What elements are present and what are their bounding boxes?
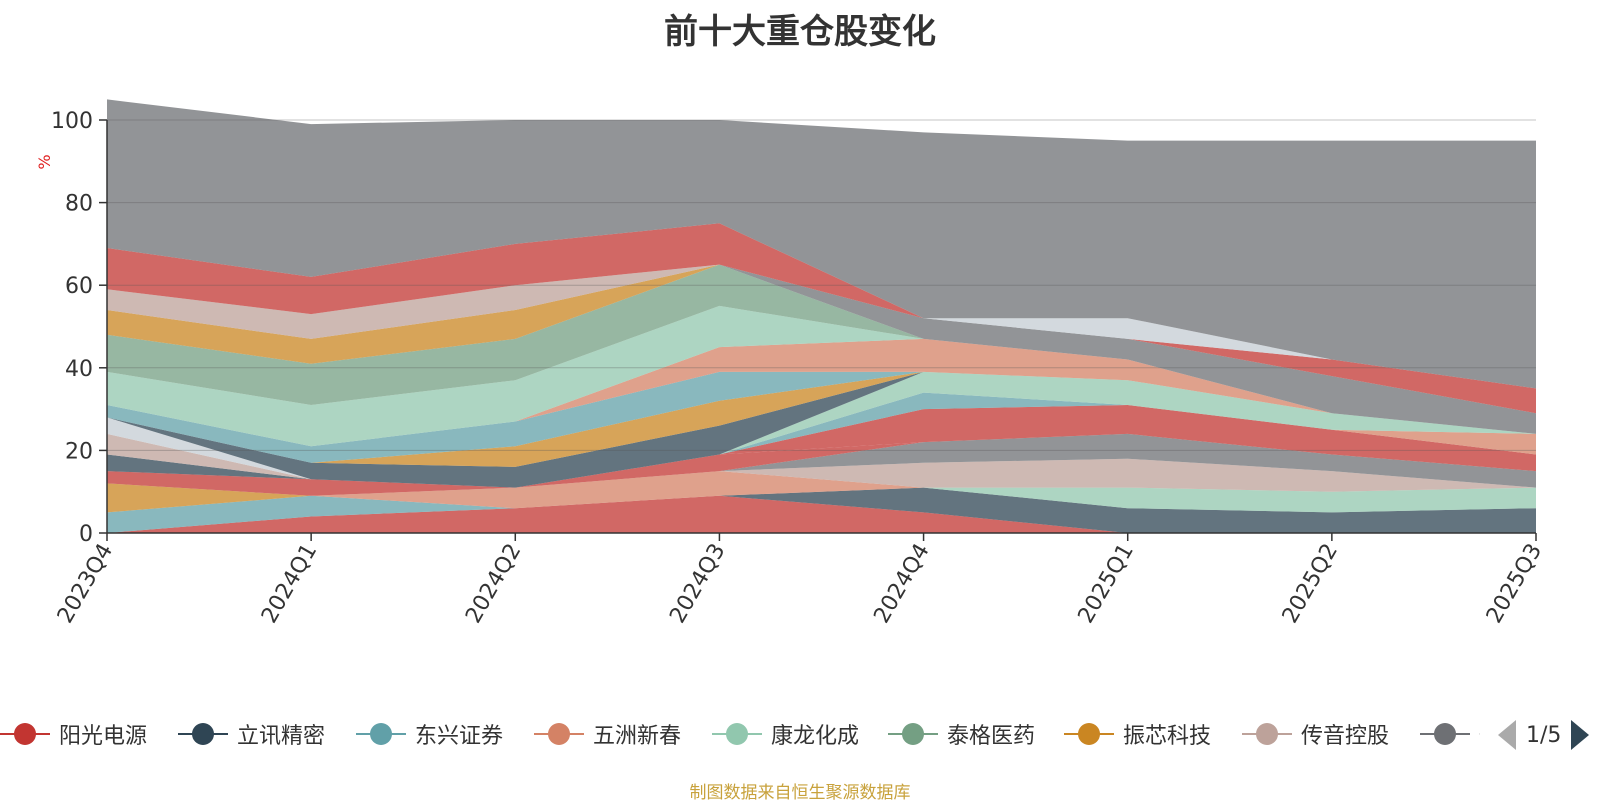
legend-item[interactable]: 东兴证券 [356, 714, 503, 754]
legend-prev-page-icon[interactable] [1498, 720, 1516, 750]
legend-item[interactable]: 传音控股 [1242, 714, 1389, 754]
legend-label: 五洲新春 [593, 724, 682, 749]
legend-item[interactable]: 康龙化成 [712, 714, 859, 754]
chart-title: 前十大重仓股变化 [664, 12, 936, 52]
x-tick-label: 2024Q3 [665, 540, 730, 628]
legend-label: 立讯精密 [237, 724, 326, 749]
legend-marker-icon [178, 720, 228, 748]
y-tick-label: 80 [65, 192, 93, 217]
area-series-17[interactable] [107, 371, 1536, 488]
area-layer [107, 99, 1536, 533]
legend-pager: 1/5 [1498, 717, 1590, 753]
area-series-24[interactable] [107, 264, 1536, 434]
legend-marker-icon [0, 720, 50, 748]
area-series-27[interactable] [107, 223, 1536, 414]
legend: 阳光电源 立讯精密 东兴证券 五洲新春 康龙化成 泰格医药 振芯科技 传音控股 恒 [0, 714, 1480, 754]
area-series-25[interactable] [107, 264, 1536, 434]
area-series-20[interactable] [107, 371, 1536, 463]
y-tick-label: 40 [65, 357, 93, 382]
legend-marker-icon [888, 720, 938, 748]
area-series-9[interactable] [107, 433, 1536, 496]
x-tick-label: 2024Q2 [461, 540, 526, 628]
area-series-13[interactable] [107, 405, 1536, 488]
legend-item[interactable]: 阳光电源 [0, 714, 147, 754]
x-tick-label: 2024Q1 [257, 540, 322, 628]
area-series-29[interactable] [107, 99, 1536, 389]
legend-item[interactable]: 振芯科技 [1064, 714, 1211, 754]
legend-label: 东兴证券 [415, 724, 504, 749]
x-tick-label: 2025Q2 [1278, 540, 1343, 628]
area-series-3[interactable] [107, 471, 1536, 513]
area-series-21[interactable] [107, 338, 1536, 447]
legend-marker-icon [1064, 720, 1114, 748]
legend-marker-icon [1242, 720, 1292, 748]
legend-item[interactable]: 恒 [1420, 714, 1480, 754]
area-series-8[interactable] [107, 433, 1536, 496]
area-series-7[interactable] [107, 458, 1536, 496]
legend-label: 康龙化成 [771, 724, 860, 749]
area-series-2[interactable] [107, 487, 1536, 533]
legend-item[interactable]: 泰格医药 [888, 714, 1035, 754]
legend-label: 泰格医药 [947, 724, 1036, 749]
chart-canvas: 0 20 40 60 80 100 2023Q4 2024Q1 2024Q2 2024Q3 2024… [35, 99, 1547, 628]
x-tick-label: 2024Q4 [869, 540, 934, 628]
legend-item[interactable]: 五洲新春 [534, 714, 681, 754]
legend-label: 传音控股 [1301, 724, 1390, 749]
area-series-19[interactable] [107, 371, 1536, 467]
legend-label: 恒 [1479, 718, 1480, 750]
area-series-0[interactable] [107, 495, 1536, 533]
area-series-22[interactable] [107, 305, 1536, 447]
legend-label: 振芯科技 [1123, 724, 1212, 749]
x-tick-label: 2025Q3 [1482, 540, 1547, 628]
legend-marker-icon [534, 720, 584, 748]
legend-label: 阳光电源 [59, 724, 148, 749]
y-axis-unit: % [35, 154, 54, 169]
area-series-26[interactable] [107, 264, 1536, 434]
area-series-4[interactable] [107, 471, 1536, 513]
legend-page-indicator: 1/5 [1526, 722, 1562, 748]
legend-marker-icon [356, 720, 406, 748]
legend-marker-icon [1420, 720, 1470, 748]
y-tick-label: 100 [51, 109, 93, 134]
legend-next-page-icon[interactable] [1571, 720, 1590, 750]
x-tick-label: 2025Q1 [1074, 540, 1139, 628]
y-tick-label: 20 [65, 439, 93, 464]
y-tick-label: 0 [79, 522, 93, 547]
legend-item[interactable]: 立讯精密 [178, 714, 325, 754]
data-source-note: 制图数据来自恒生聚源数据库 [689, 783, 911, 803]
area-series-1[interactable] [107, 487, 1536, 533]
y-tick-label: 60 [65, 274, 93, 299]
x-tick-label: 2023Q4 [53, 540, 118, 628]
legend-marker-icon [712, 720, 762, 748]
